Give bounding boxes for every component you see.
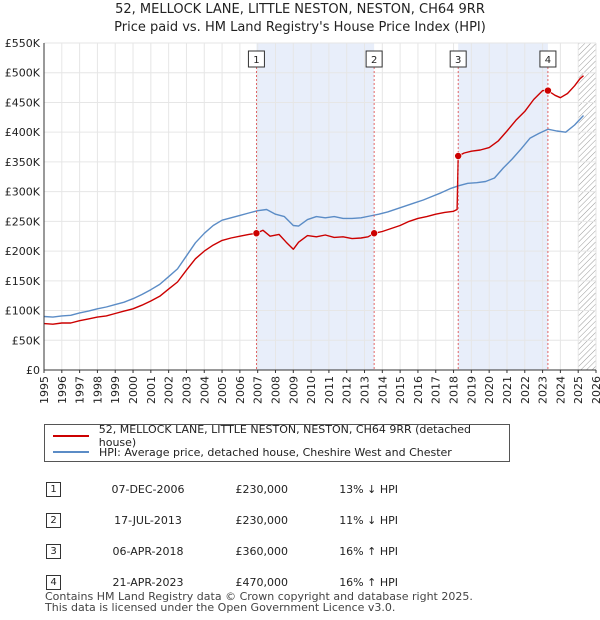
x-tick-label: 2006	[234, 376, 247, 404]
property-price-line	[43, 75, 584, 325]
sale-number-badge: 4	[46, 575, 61, 590]
x-tick-label: 1999	[109, 376, 122, 404]
sale-price: £230,000	[235, 514, 289, 527]
x-tick-label: 2021	[501, 376, 514, 404]
x-tick-label: 2016	[412, 376, 425, 404]
y-tick-label: £50K	[12, 334, 41, 347]
x-tick-label: 2004	[198, 376, 211, 404]
sale-point	[370, 229, 378, 238]
y-tick-label: £350K	[5, 156, 41, 169]
y-tick-label: £300K	[5, 186, 41, 199]
chart-subtitle: Price paid vs. HM Land Registry's House …	[114, 20, 486, 35]
x-tick-label: 2010	[305, 376, 318, 404]
table-row: 4 21-APR-2023 £470,000 16% ↑ HPI	[40, 567, 398, 598]
sale-marker-box	[247, 50, 265, 68]
ownership-period-shade	[256, 43, 375, 370]
x-tick-label: 2018	[448, 376, 461, 404]
sale-number-badge: 1	[46, 482, 61, 497]
sale-hpi-diff: 13% ↓ HPI	[339, 483, 398, 496]
hatched-region	[578, 43, 596, 370]
sale-price: £470,000	[235, 576, 289, 589]
price-chart: 1 2 3 4 £0 £50K £100K £150K £200K £250K £300K £350…	[5, 37, 600, 404]
sale-date: 06-APR-2018	[112, 545, 184, 558]
x-tick-label: 2009	[287, 376, 300, 404]
x-tick-label: 2002	[163, 376, 176, 404]
sale-marker-box	[449, 50, 467, 68]
sale-point	[252, 229, 261, 238]
y-tick-label: £200K	[5, 245, 41, 258]
sale-hpi-diff: 16% ↑ HPI	[339, 576, 398, 589]
sale-marker-label: 4	[545, 55, 551, 66]
x-tick-label: 2019	[465, 376, 478, 404]
x-tick-label: 2012	[341, 376, 354, 404]
sale-hpi-diff: 16% ↑ HPI	[339, 545, 398, 558]
x-tick-label: 2014	[376, 376, 389, 404]
chart-title: 52, MELLOCK LANE, LITTLE NESTON, NESTON,…	[115, 2, 485, 17]
y-tick-label: £500K	[5, 67, 41, 80]
y-tick-label: £150K	[5, 275, 41, 288]
legend-label-property: 52, MELLOCK LANE, LITTLE NESTON, NESTON,…	[98, 423, 471, 449]
sale-date: 21-APR-2023	[112, 576, 184, 589]
x-tick-label: 1996	[56, 376, 69, 404]
x-tick-label: 1995	[38, 376, 51, 404]
footer-copyright: Contains HM Land Registry data © Crown c…	[45, 590, 473, 603]
x-tick-label: 2015	[394, 376, 407, 404]
sale-price: £230,000	[235, 483, 289, 496]
y-tick-label: £450K	[5, 96, 41, 109]
x-tick-label: 2007	[252, 376, 265, 404]
sale-marker-box	[539, 50, 557, 68]
x-tick-label: 2017	[430, 376, 443, 404]
y-tick-label: £250K	[5, 215, 41, 228]
sale-number-badge: 3	[46, 544, 61, 559]
x-tick-label: 2013	[359, 376, 372, 404]
sale-date: 07-DEC-2006	[111, 483, 185, 496]
sale-marker-label: 2	[371, 55, 377, 66]
sale-price: £360,000	[235, 545, 289, 558]
sale-marker-label: 3	[455, 55, 461, 66]
sale-marker-box	[365, 50, 383, 68]
sales-table: 1 07-DEC-2006 £230,000 13% ↓ HPI 2 17-JU…	[40, 474, 398, 598]
x-tick-label: 2003	[180, 376, 193, 404]
table-row: 2 17-JUL-2013 £230,000 11% ↓ HPI	[40, 505, 398, 536]
x-tick-label: 2020	[483, 376, 496, 404]
x-tick-label: 2026	[590, 376, 600, 404]
legend-swatch-property	[53, 435, 89, 437]
y-tick-label: £400K	[5, 126, 41, 139]
x-tick-label: 2023	[537, 376, 550, 404]
legend-entry-hpi: HPI: Average price, detached house, Ches…	[53, 444, 452, 460]
sale-number-badge: 2	[46, 513, 61, 528]
y-tick-label: £100K	[5, 305, 41, 318]
x-tick-label: 2011	[323, 376, 336, 404]
x-tick-label: 2000	[127, 376, 140, 404]
x-tick-label: 1997	[74, 376, 87, 404]
x-tick-label: 2005	[216, 376, 229, 404]
footer: Contains HM Land Registry data © Crown c…	[45, 591, 473, 613]
y-tick-label: £550K	[5, 37, 41, 50]
y-tick-label: £0	[26, 364, 40, 377]
x-tick-label: 2008	[269, 376, 282, 404]
x-tick-label: 2022	[519, 376, 532, 404]
footer-licence: This data is licensed under the Open Gov…	[45, 601, 396, 614]
ownership-period-shade	[458, 43, 548, 370]
sale-point	[454, 152, 462, 160]
x-tick-label: 2001	[145, 376, 158, 404]
legend-label-hpi: HPI: Average price, detached house, Ches…	[99, 445, 452, 459]
x-tick-label: 1998	[91, 376, 104, 404]
sale-date: 17-JUL-2013	[114, 514, 182, 527]
hpi-line	[43, 115, 585, 318]
table-row: 3 06-APR-2018 £360,000 16% ↑ HPI	[40, 536, 398, 567]
legend-swatch-hpi	[53, 451, 89, 453]
x-tick-label: 2024	[554, 376, 567, 404]
sale-hpi-diff: 11% ↓ HPI	[339, 514, 398, 527]
x-tick-label: 2025	[572, 376, 585, 404]
table-row: 1 07-DEC-2006 £230,000 13% ↓ HPI	[40, 474, 398, 505]
sale-point	[544, 86, 552, 95]
legend-entry-property: 52, MELLOCK LANE, LITTLE NESTON, NESTON,…	[53, 423, 509, 449]
legend: 52, MELLOCK LANE, LITTLE NESTON, NESTON,…	[44, 423, 510, 462]
sale-marker-label: 1	[253, 55, 259, 66]
